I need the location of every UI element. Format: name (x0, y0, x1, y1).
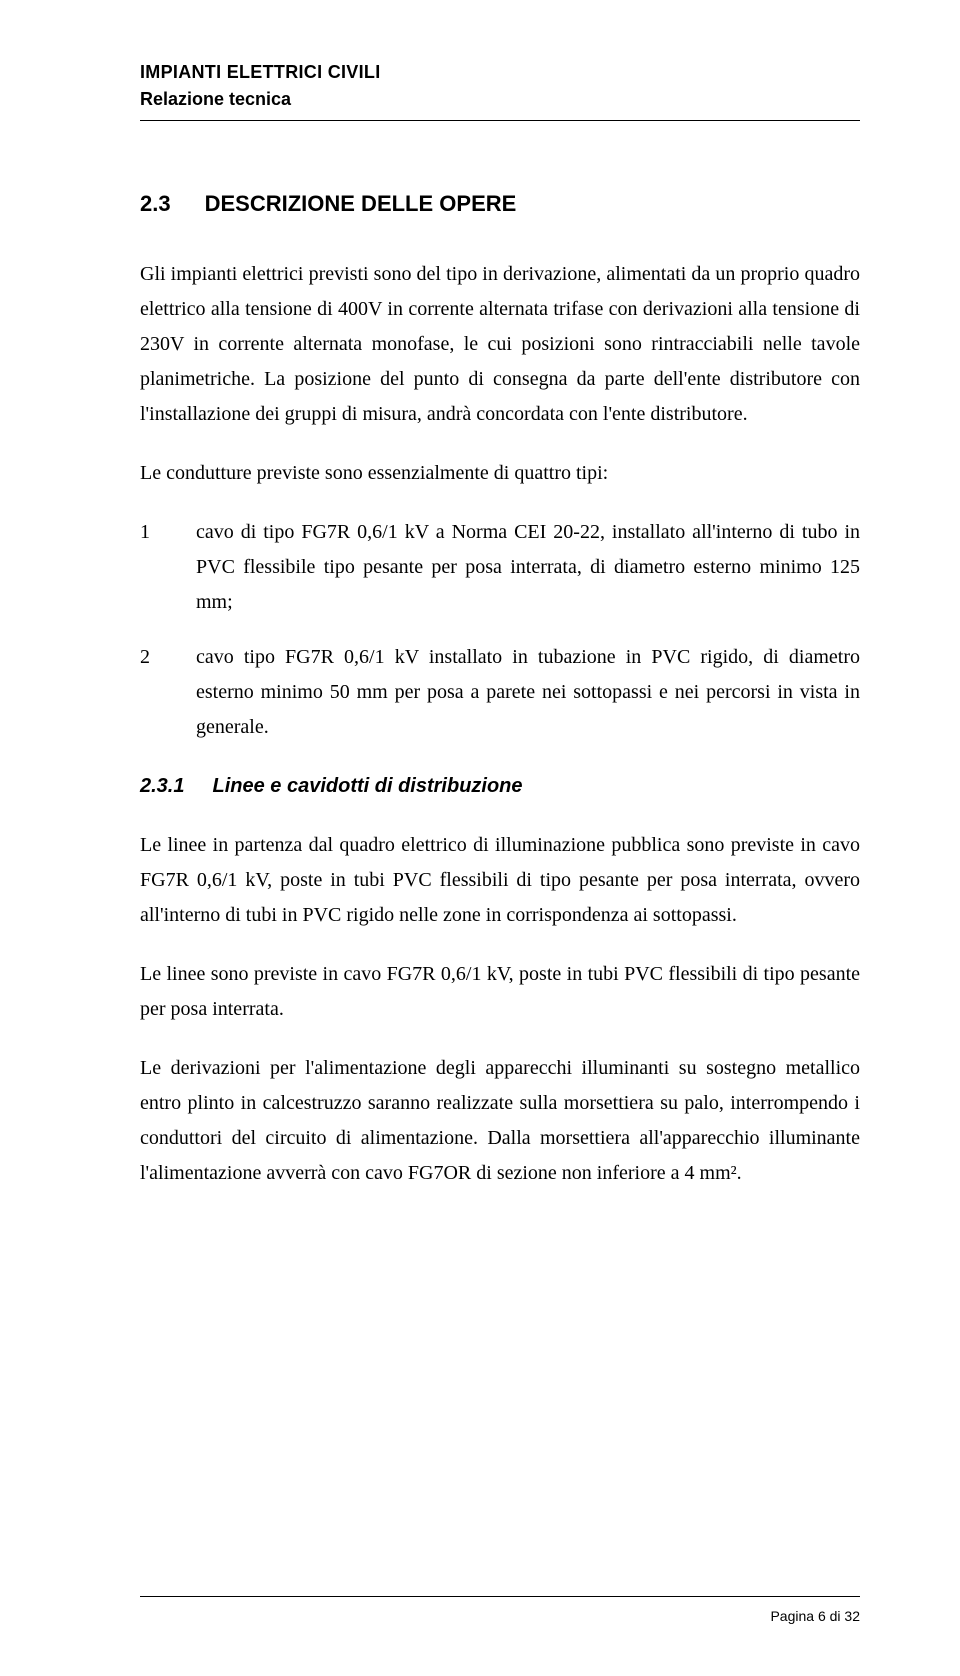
paragraph-5: Le derivazioni per l'alimentazione degli… (140, 1051, 860, 1191)
page-number: Pagina 6 di 32 (770, 1608, 860, 1624)
page-footer: Pagina 6 di 32 (770, 1608, 860, 1624)
list-item-text: cavo tipo FG7R 0,6/1 kV installato in tu… (196, 640, 860, 745)
section-title: DESCRIZIONE DELLE OPERE (205, 191, 517, 217)
footer-rule (140, 1596, 860, 1597)
paragraph-3: Le linee in partenza dal quadro elettric… (140, 828, 860, 933)
subsection-heading: 2.3.1 Linee e cavidotti di distribuzione (140, 775, 860, 798)
paragraph-1: Gli impianti elettrici previsti sono del… (140, 257, 860, 432)
list-item-number: 1 (140, 515, 196, 620)
paragraph-4: Le linee sono previste in cavo FG7R 0,6/… (140, 957, 860, 1027)
list-item-number: 2 (140, 640, 196, 745)
subsection-title: Linee e cavidotti di distribuzione (212, 775, 522, 798)
section-number: 2.3 (140, 191, 171, 217)
numbered-list: 1 cavo di tipo FG7R 0,6/1 kV a Norma CEI… (140, 515, 860, 745)
list-item: 2 cavo tipo FG7R 0,6/1 kV installato in … (140, 640, 860, 745)
section-heading: 2.3 DESCRIZIONE DELLE OPERE (140, 191, 860, 217)
page-header: IMPIANTI ELETTRICI CIVILI Relazione tecn… (140, 62, 860, 121)
header-subtitle: Relazione tecnica (140, 89, 860, 110)
header-rule (140, 120, 860, 121)
paragraph-2: Le condutture previste sono essenzialmen… (140, 456, 860, 491)
subsection-number: 2.3.1 (140, 775, 184, 798)
header-title: IMPIANTI ELETTRICI CIVILI (140, 62, 860, 83)
list-item-text: cavo di tipo FG7R 0,6/1 kV a Norma CEI 2… (196, 515, 860, 620)
list-item: 1 cavo di tipo FG7R 0,6/1 kV a Norma CEI… (140, 515, 860, 620)
